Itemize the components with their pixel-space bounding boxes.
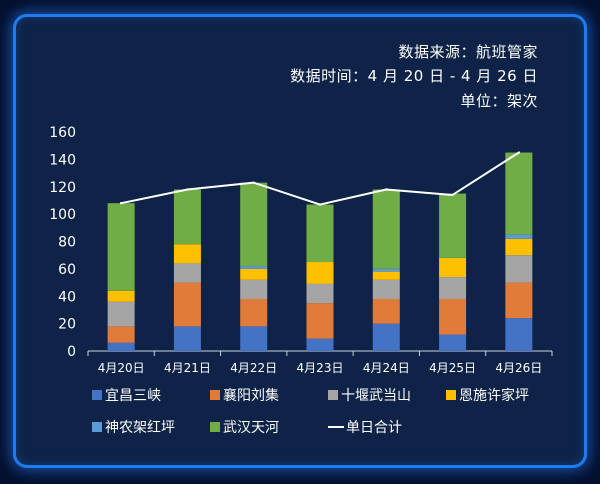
total-point (252, 181, 255, 184)
legend-item: 武汉天河 (210, 416, 328, 438)
chart-legend: 宜昌三峡 襄阳刘集 十堰武当山 恩施许家坪神农架红坪 武汉天河 单日合计 (92, 384, 572, 438)
bar-segment-6 (107, 203, 135, 291)
legend-label: 襄阳刘集 (223, 388, 279, 404)
legend-label: 宜昌三峡 (105, 388, 161, 404)
total-point (318, 203, 322, 206)
legend-swatch (446, 390, 456, 400)
bar-segment-2 (505, 282, 533, 319)
legend-item: 恩施许家坪 (446, 384, 564, 406)
legend-label: 十堰武当山 (341, 388, 411, 404)
x-tick-label: 4月21日 (164, 361, 211, 375)
legend-item: 襄阳刘集 (210, 384, 328, 406)
legend-swatch (328, 390, 338, 400)
legend-item: 十堰武当山 (328, 384, 446, 406)
legend-item: 神农架红坪 (92, 416, 210, 438)
bar-segment-4 (505, 238, 533, 256)
bar-segment-6 (240, 182, 268, 267)
bar-segment-3 (306, 283, 334, 304)
bar-segment-5 (240, 266, 268, 269)
y-tick-label: 20 (58, 317, 76, 333)
bar-segment-1 (439, 334, 467, 351)
bar-segment-3 (173, 263, 201, 283)
bar-segment-6 (173, 189, 201, 245)
bar-segment-3 (505, 255, 533, 283)
bar-segment-1 (372, 323, 400, 351)
total-point (385, 188, 388, 191)
total-point (119, 201, 123, 205)
bar-segment-2 (306, 303, 334, 339)
bar-segment-6 (372, 189, 400, 269)
y-tick-label: 160 (49, 125, 76, 141)
bar-segment-3 (439, 277, 467, 299)
bar-segment-3 (240, 279, 268, 299)
y-tick-label: 40 (58, 289, 76, 305)
y-tick-label: 100 (49, 207, 76, 223)
bar-segment-2 (240, 298, 268, 327)
legend-item: 宜昌三峡 (92, 384, 210, 406)
bar-segment-2 (107, 326, 135, 343)
bar-segment-1 (505, 318, 533, 351)
legend-swatch (210, 390, 220, 400)
y-tick-label: 0 (67, 344, 76, 360)
bar-segment-3 (107, 301, 135, 327)
bar-segment-5 (372, 268, 400, 272)
bar-segment-5 (505, 234, 533, 239)
bar-segment-4 (240, 268, 268, 280)
legend-swatch (92, 390, 102, 400)
total-point (186, 188, 189, 191)
data-period-note: 数据时间：4 月 20 日 - 4 月 26 日 (290, 67, 538, 85)
x-tick-label: 4月20日 (98, 361, 145, 375)
legend-label: 单日合计 (346, 420, 402, 436)
bar-segment-6 (306, 204, 334, 263)
bar-segment-4 (107, 290, 135, 302)
bar-segment-1 (173, 326, 201, 351)
x-tick-label: 4月25日 (429, 361, 476, 375)
bar-segment-6 (439, 193, 467, 258)
y-tick-label: 60 (58, 262, 76, 278)
y-tick-label: 140 (49, 152, 76, 168)
legend-swatch (210, 422, 220, 432)
x-tick-label: 4月26日 (495, 361, 542, 375)
data-source-note: 数据来源：航班管家 (398, 43, 538, 61)
bar-segment-1 (107, 342, 135, 351)
bar-segment-2 (173, 282, 201, 327)
x-tick-label: 4月23日 (297, 361, 344, 375)
legend-label: 神农架红坪 (105, 420, 175, 436)
unit-note: 单位：架次 (460, 92, 538, 110)
bar-segment-1 (240, 326, 268, 351)
legend-label: 恩施许家坪 (459, 388, 529, 404)
legend-line-marker (328, 426, 344, 428)
bar-segment-4 (306, 262, 334, 284)
x-tick-label: 4月24日 (363, 361, 410, 375)
bar-segment-3 (372, 279, 400, 299)
legend-label: 武汉天河 (223, 420, 279, 436)
y-tick-label: 120 (49, 180, 76, 196)
bar-segment-2 (439, 298, 467, 335)
bar-segment-1 (306, 338, 334, 351)
x-tick-label: 4月22日 (230, 361, 277, 375)
bar-segment-4 (173, 244, 201, 264)
legend-swatch (92, 422, 102, 432)
total-point (517, 151, 521, 154)
bar-segment-4 (439, 257, 467, 278)
total-point (451, 193, 454, 197)
legend-item: 单日合计 (328, 416, 446, 438)
bar-segment-4 (372, 271, 400, 280)
bar-segment-6 (505, 152, 533, 235)
bar-segment-2 (372, 298, 400, 324)
y-tick-label: 80 (58, 235, 76, 251)
